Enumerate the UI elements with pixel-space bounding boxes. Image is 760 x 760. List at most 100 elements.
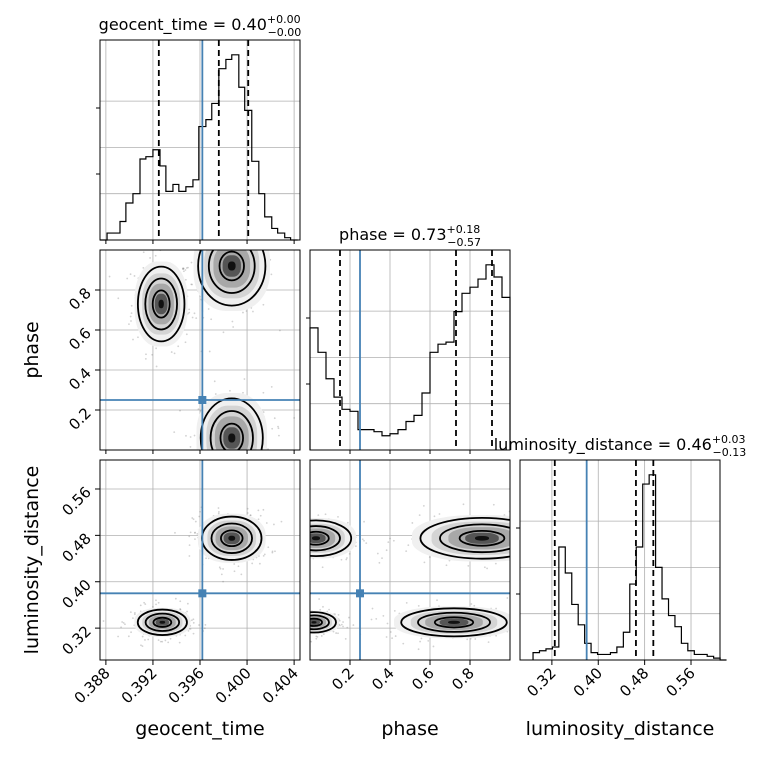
sample-point <box>273 523 275 526</box>
sample-point <box>262 391 265 394</box>
x-tick-label: 0.8 <box>448 664 478 694</box>
sample-point <box>566 545 568 547</box>
title-phase: phase = 0.73+0.18 −0.57 <box>339 223 481 249</box>
sample-point <box>538 531 540 533</box>
sample-point <box>117 635 119 638</box>
density-mode <box>310 517 356 559</box>
sample-point <box>306 614 308 616</box>
sample-point <box>261 226 263 228</box>
sample-point <box>283 553 285 555</box>
y-axis-phase: 0.2 0.4 0.6 0.8 phase <box>21 284 100 434</box>
sample-point <box>271 551 274 554</box>
sample-point <box>197 408 200 411</box>
sample-point <box>252 473 254 475</box>
sample-point <box>241 466 243 468</box>
sample-point <box>222 183 224 185</box>
sample-point <box>337 515 339 518</box>
sample-point <box>522 542 524 544</box>
sample-point <box>278 561 280 563</box>
sample-point <box>253 244 255 246</box>
sample-point <box>308 619 310 621</box>
sample-point <box>304 617 306 619</box>
sample-point <box>511 544 513 546</box>
sample-point <box>179 409 181 412</box>
sample-point <box>495 634 497 637</box>
y-axis-label: luminosity_distance <box>21 466 43 655</box>
sample-point <box>151 353 154 356</box>
contour-line <box>310 617 323 627</box>
sample-point <box>270 552 272 554</box>
sample-point <box>151 605 154 608</box>
sample-point <box>206 470 208 472</box>
sample-point <box>245 243 247 245</box>
sample-point <box>278 553 280 555</box>
sample-point <box>521 542 523 544</box>
sample-point <box>363 520 365 523</box>
sample-point <box>257 518 260 521</box>
sample-point <box>363 539 365 542</box>
sample-point <box>296 623 298 625</box>
x-tick-label: 0.392 <box>118 664 161 707</box>
sample-point <box>308 549 310 551</box>
histogram-geocent-time <box>100 54 298 241</box>
sample-point <box>273 417 276 420</box>
hist-panel-luminosity-distance: luminosity_distance = 0.46+0.03 −0.13 <box>494 433 747 661</box>
sample-point <box>405 601 408 604</box>
sample-point <box>378 561 381 564</box>
sample-point <box>126 277 129 280</box>
sample-point <box>306 615 308 617</box>
sample-point <box>296 623 298 625</box>
sample-point <box>188 535 191 538</box>
sample-point <box>516 625 518 627</box>
sample-point <box>422 504 425 507</box>
sample-point <box>302 615 304 617</box>
sample-point <box>129 315 132 318</box>
sample-point <box>236 465 238 467</box>
sample-point <box>278 529 280 531</box>
sample-point <box>304 534 306 536</box>
sample-point <box>304 519 306 521</box>
contour-line <box>152 616 173 628</box>
contour-line <box>310 614 330 631</box>
sample-point <box>240 573 243 576</box>
sample-point <box>227 454 229 456</box>
sample-point <box>239 454 241 456</box>
sample-point <box>274 544 276 546</box>
sample-point <box>252 246 254 248</box>
sample-point <box>224 464 226 466</box>
sample-point <box>304 540 306 542</box>
sample-point <box>303 518 305 520</box>
contour-line <box>218 250 245 282</box>
sample-point <box>348 552 351 555</box>
sample-point <box>304 533 306 535</box>
contour-line <box>458 529 506 547</box>
sample-point <box>181 267 184 270</box>
title-luminosity-distance: luminosity_distance = 0.46+0.03 −0.13 <box>494 433 747 459</box>
sample-point <box>466 638 469 641</box>
density-mode <box>193 250 270 311</box>
y-tick-label: 0.2 <box>65 404 95 434</box>
density-cell <box>228 535 236 541</box>
sample-point <box>296 545 298 547</box>
sample-point <box>438 513 441 515</box>
x-axis-phase: 0.2 0.4 0.6 0.8 phase <box>328 660 478 740</box>
sample-point <box>232 461 234 463</box>
sample-point <box>521 530 523 532</box>
sample-point <box>340 623 343 626</box>
sample-point <box>469 637 472 640</box>
sample-point <box>251 562 254 565</box>
truth-marker <box>356 589 364 598</box>
sample-point <box>511 637 513 639</box>
sample-point <box>511 623 513 625</box>
sample-point <box>276 539 278 541</box>
y-tick-label: 0.40 <box>58 576 94 612</box>
sample-point <box>221 457 223 459</box>
sample-point <box>535 542 537 544</box>
sample-point <box>285 598 287 600</box>
sample-point <box>184 278 187 281</box>
sample-point <box>169 637 172 640</box>
sample-point <box>306 622 308 624</box>
sample-point <box>279 537 281 539</box>
sample-point <box>328 608 330 611</box>
sample-point <box>243 246 245 248</box>
